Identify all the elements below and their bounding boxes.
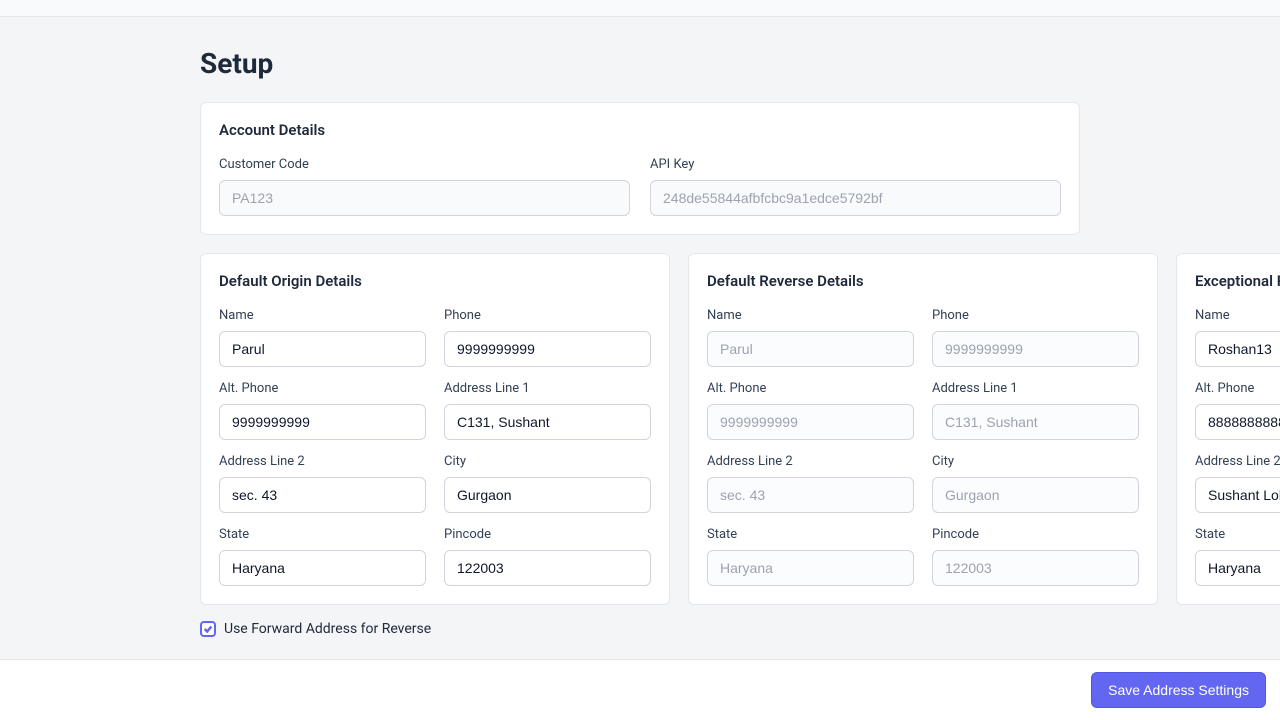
- reverse-addr2-label: Address Line 2: [707, 454, 914, 469]
- use-forward-row: Use Forward Address for Reverse: [200, 621, 1080, 637]
- origin-city-input[interactable]: [444, 477, 651, 513]
- reverse-phone-input: [932, 331, 1139, 367]
- reverse-name-label: Name: [707, 308, 914, 323]
- reverse-city-label: City: [932, 454, 1139, 469]
- use-forward-label: Use Forward Address for Reverse: [224, 621, 431, 637]
- customer-code-input: [219, 180, 630, 216]
- origin-pincode-input[interactable]: [444, 550, 651, 586]
- reverse-altphone-label: Alt. Phone: [707, 381, 914, 396]
- reverse-phone-label: Phone: [932, 308, 1139, 323]
- exceptional-section-title: Exceptional Return Address: [1195, 272, 1280, 290]
- use-forward-checkbox[interactable]: [200, 621, 216, 637]
- origin-phone-input[interactable]: [444, 331, 651, 367]
- footer-bar: Save Address Settings: [0, 659, 1280, 720]
- origin-altphone-input[interactable]: [219, 404, 426, 440]
- origin-name-input[interactable]: [219, 331, 426, 367]
- api-key-label: API Key: [650, 157, 1061, 172]
- reverse-section-title: Default Reverse Details: [707, 272, 1139, 290]
- origin-phone-label: Phone: [444, 308, 651, 323]
- exc-name-input[interactable]: [1195, 331, 1280, 367]
- page-title: Setup: [200, 47, 1080, 80]
- exc-name-label: Name: [1195, 308, 1280, 323]
- reverse-state-input: [707, 550, 914, 586]
- reverse-city-input: [932, 477, 1139, 513]
- exc-altphone-input[interactable]: [1195, 404, 1280, 440]
- exc-altphone-label: Alt. Phone: [1195, 381, 1280, 396]
- topbar: [0, 0, 1280, 17]
- reverse-pincode-input: [932, 550, 1139, 586]
- origin-addr2-input[interactable]: [219, 477, 426, 513]
- origin-state-input[interactable]: [219, 550, 426, 586]
- reverse-pincode-label: Pincode: [932, 527, 1139, 542]
- origin-city-label: City: [444, 454, 651, 469]
- origin-addr1-input[interactable]: [444, 404, 651, 440]
- reverse-addr1-input: [932, 404, 1139, 440]
- exc-state-input[interactable]: [1195, 550, 1280, 586]
- origin-altphone-label: Alt. Phone: [219, 381, 426, 396]
- origin-pincode-label: Pincode: [444, 527, 651, 542]
- reverse-state-label: State: [707, 527, 914, 542]
- origin-addr1-label: Address Line 1: [444, 381, 651, 396]
- customer-code-field: Customer Code: [219, 157, 630, 216]
- customer-code-label: Customer Code: [219, 157, 630, 172]
- account-details-card: Account Details Customer Code API Key: [200, 102, 1080, 235]
- api-key-input: [650, 180, 1061, 216]
- account-section-title: Account Details: [219, 121, 1061, 139]
- exc-addr2-input[interactable]: [1195, 477, 1280, 513]
- reverse-card: Default Reverse Details Name Phone Alt. …: [688, 253, 1158, 605]
- api-key-field: API Key: [650, 157, 1061, 216]
- check-icon: [203, 624, 213, 634]
- origin-section-title: Default Origin Details: [219, 272, 651, 290]
- origin-state-label: State: [219, 527, 426, 542]
- origin-card: Default Origin Details Name Phone Alt. P…: [200, 253, 670, 605]
- setup-page: Setup Account Details Customer Code API …: [200, 17, 1080, 637]
- save-address-settings-button[interactable]: Save Address Settings: [1091, 672, 1266, 708]
- exc-state-label: State: [1195, 527, 1280, 542]
- exc-addr2-label: Address Line 2: [1195, 454, 1280, 469]
- reverse-altphone-input: [707, 404, 914, 440]
- exceptional-card: Exceptional Return Address Name Phone Al…: [1176, 253, 1280, 605]
- origin-name-label: Name: [219, 308, 426, 323]
- origin-addr2-label: Address Line 2: [219, 454, 426, 469]
- reverse-addr2-input: [707, 477, 914, 513]
- reverse-addr1-label: Address Line 1: [932, 381, 1139, 396]
- reverse-name-input: [707, 331, 914, 367]
